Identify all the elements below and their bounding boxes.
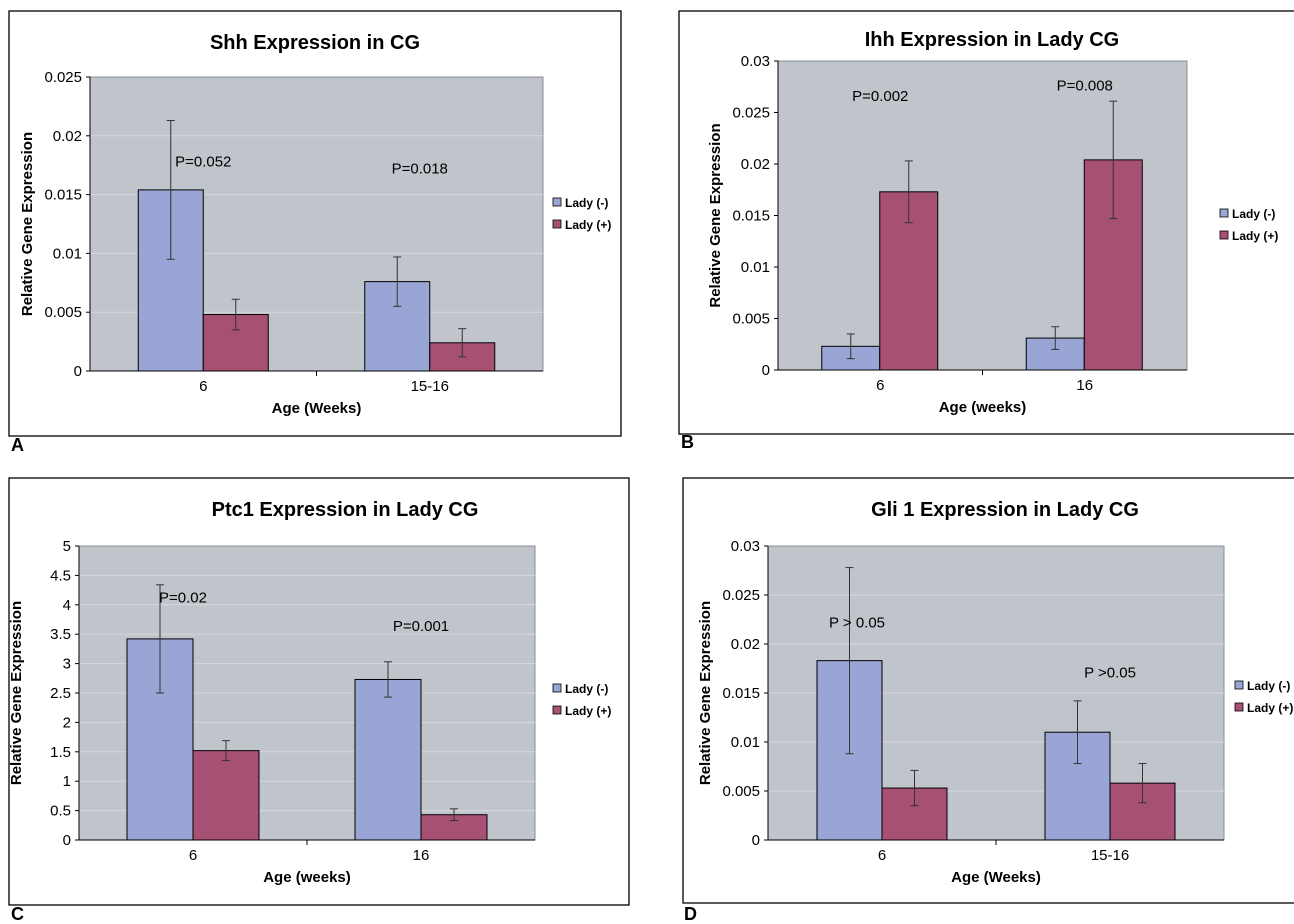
legend: Lady (-) Lady (+) [1234, 679, 1293, 715]
y-tick-label: 2 [63, 714, 71, 731]
y-tick-label: 0.02 [741, 156, 770, 173]
y-tick-label: 0 [74, 363, 82, 380]
y-axis-label: Relative Gene Expression [19, 132, 36, 316]
legend-label: Lady (+) [1247, 701, 1293, 715]
p-value-annotation: P=0.002 [852, 88, 908, 105]
legend-label: Lady (-) [565, 682, 608, 696]
y-tick-label: 0.025 [722, 587, 760, 604]
x-tick-label: 6 [876, 377, 884, 394]
legend-swatch-lady-minus [1234, 680, 1244, 690]
x-tick-label: 15-16 [411, 378, 449, 395]
chart-title: Gli 1 Expression in Lady CG [871, 499, 1139, 521]
panel-label: A [11, 435, 24, 455]
y-tick-label: 4.5 [50, 567, 71, 584]
y-tick-label: 2.5 [50, 685, 71, 702]
x-tick-label: 6 [878, 847, 886, 864]
y-tick-label: 4 [63, 597, 71, 614]
y-tick-label: 0.025 [44, 69, 82, 86]
x-tick-label: 15-16 [1091, 847, 1129, 864]
panel-label: B [681, 432, 694, 452]
p-value-annotation: P=0.052 [175, 154, 231, 171]
legend-swatch-lady-minus [552, 197, 562, 207]
x-axis-label: Age (Weeks) [272, 400, 362, 417]
y-axis-label: Relative Gene Expression [8, 601, 25, 785]
y-tick-label: 0.015 [44, 187, 82, 204]
y-tick-label: 0.025 [732, 105, 770, 122]
y-tick-label: 0.01 [53, 245, 82, 262]
x-tick-label: 6 [189, 847, 197, 864]
legend-swatch-lady-plus [1234, 702, 1244, 712]
p-value-annotation: P=0.02 [159, 590, 207, 607]
panel-label: C [11, 904, 24, 924]
bar-lady-plus [192, 750, 260, 841]
legend: Lady (-) Lady (+) [1219, 207, 1278, 243]
y-tick-label: 0.015 [732, 208, 770, 225]
y-tick-label: 0.03 [741, 53, 770, 70]
legend: Lady (-) Lady (+) [552, 196, 611, 232]
x-axis-label: Age (weeks) [263, 869, 351, 886]
p-value-annotation: P=0.018 [392, 161, 448, 178]
legend-swatch-lady-plus [1219, 230, 1229, 240]
y-axis-label: Relative Gene Expression [707, 123, 724, 307]
y-tick-label: 1 [63, 773, 71, 790]
y-axis-label: Relative Gene Expression [697, 601, 714, 785]
chart-title: Shh Expression in CG [210, 32, 420, 54]
chart-panel-d: 0 0.005 0.01 0.015 0.02 0.025 0.03 6 15-16 P > 0.… [682, 477, 1294, 904]
y-tick-label: 1.5 [50, 744, 71, 761]
chart-panel-c: 0 0.5 1 1.5 2 2.5 3 3.5 4 4.5 5 6 16 P=0.02 P=0.001 Ptc… [8, 477, 630, 906]
y-tick-label: 0.01 [741, 259, 770, 276]
chart-panel-b: 0 0.005 0.01 0.015 0.02 0.025 0.03 6 16 P=0.002 P=… [678, 10, 1294, 435]
x-tick-label: 6 [199, 378, 207, 395]
legend-swatch-lady-minus [552, 683, 562, 693]
legend-label: Lady (-) [565, 196, 608, 210]
y-tick-label: 0.015 [722, 685, 760, 702]
y-tick-label: 0 [752, 832, 760, 849]
y-tick-label: 0 [63, 832, 71, 849]
legend-label: Lady (+) [565, 218, 611, 232]
p-value-annotation: P > 0.05 [829, 614, 885, 631]
legend-swatch-lady-minus [1219, 208, 1229, 218]
legend-swatch-lady-plus [552, 705, 562, 715]
y-tick-label: 5 [63, 538, 71, 555]
p-value-annotation: P >0.05 [1084, 664, 1136, 681]
y-tick-label: 0.02 [731, 636, 760, 653]
y-tick-label: 0.005 [732, 311, 770, 328]
legend-swatch-lady-plus [552, 219, 562, 229]
x-axis-label: Age (Weeks) [951, 869, 1041, 886]
chart-title: Ihh Expression in Lady CG [865, 29, 1120, 51]
legend-label: Lady (-) [1247, 679, 1290, 693]
x-tick-label: 16 [1076, 377, 1093, 394]
legend-label: Lady (+) [1232, 229, 1278, 243]
y-tick-label: 0.005 [722, 783, 760, 800]
y-tick-label: 0.5 [50, 803, 71, 820]
y-tick-label: 0.005 [44, 304, 82, 321]
chart-title: Ptc1 Expression in Lady CG [212, 499, 479, 521]
y-tick-label: 0.01 [731, 734, 760, 751]
y-tick-label: 0.03 [731, 538, 760, 555]
y-tick-label: 3 [63, 656, 71, 673]
legend-label: Lady (-) [1232, 207, 1275, 221]
legend: Lady (-) Lady (+) [552, 682, 611, 718]
panel-label: D [684, 904, 697, 924]
p-value-annotation: P=0.008 [1057, 78, 1113, 95]
y-tick-label: 3.5 [50, 626, 71, 643]
x-tick-label: 16 [413, 847, 430, 864]
x-axis-label: Age (weeks) [939, 399, 1027, 416]
chart-panel-a: 0 0.005 0.01 0.015 0.02 0.025 6 15-16 P=0.052 P=0… [8, 10, 622, 437]
legend-label: Lady (+) [565, 704, 611, 718]
y-tick-label: 0.02 [53, 128, 82, 145]
bar-lady-minus [354, 678, 422, 841]
p-value-annotation: P=0.001 [393, 618, 449, 635]
y-tick-label: 0 [762, 362, 770, 379]
